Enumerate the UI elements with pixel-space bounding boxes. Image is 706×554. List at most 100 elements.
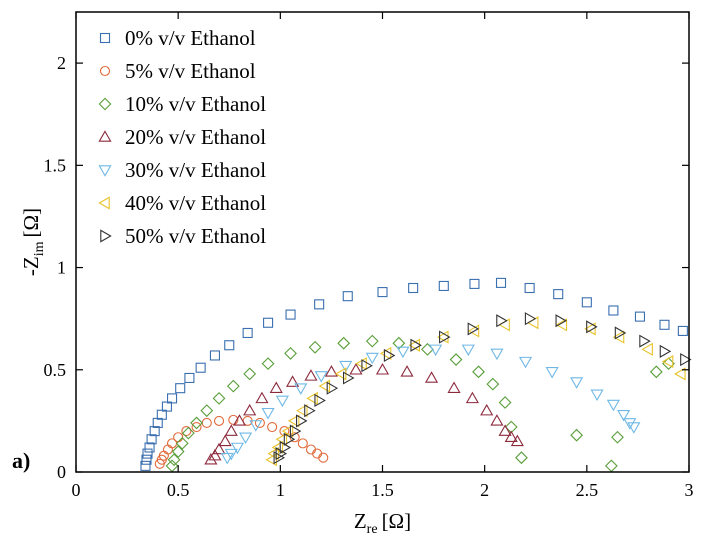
data-point xyxy=(555,318,568,332)
data-point xyxy=(167,453,181,467)
y-tick-label: 0.5 xyxy=(44,360,67,380)
data-point xyxy=(173,432,184,443)
x-axis-label-subscript: re xyxy=(367,522,378,537)
data-point xyxy=(213,415,225,426)
legend-label: 5% v/v Ethanol xyxy=(125,59,256,83)
data-point xyxy=(590,389,604,402)
data-point xyxy=(677,325,688,336)
data-point xyxy=(171,445,185,458)
data-point xyxy=(261,357,275,371)
data-point xyxy=(498,318,510,332)
x-tick-label: 1 xyxy=(276,480,285,500)
data-point xyxy=(570,428,584,442)
data-point xyxy=(545,367,559,379)
data-point xyxy=(314,299,325,310)
data-point xyxy=(495,277,507,288)
data-point xyxy=(224,448,238,461)
data-point xyxy=(275,447,288,461)
data-point xyxy=(490,348,504,361)
data-point xyxy=(141,454,152,465)
legend-marker xyxy=(99,65,111,77)
data-point xyxy=(230,442,244,455)
data-point xyxy=(524,282,535,294)
y-tick-label: 0 xyxy=(57,462,66,482)
data-point xyxy=(614,326,627,340)
data-point xyxy=(639,334,651,348)
data-point xyxy=(295,414,308,428)
data-point xyxy=(297,438,308,449)
data-point xyxy=(190,416,203,430)
data-point xyxy=(165,459,179,473)
legend-label: 20% v/v Ethanol xyxy=(125,125,266,149)
data-point xyxy=(294,383,308,395)
data-point xyxy=(224,340,235,351)
data-point xyxy=(584,322,596,336)
data-point xyxy=(467,322,480,336)
data-point xyxy=(191,421,202,433)
y-axis-label-subscript: im xyxy=(32,241,47,256)
data-point xyxy=(490,414,504,426)
data-point xyxy=(375,363,390,375)
data-point xyxy=(304,369,318,381)
data-point xyxy=(281,424,294,438)
data-point xyxy=(149,426,160,437)
y-tick-label: 1 xyxy=(57,258,66,278)
data-point xyxy=(408,282,419,294)
data-point xyxy=(461,344,475,357)
data-point xyxy=(314,393,326,408)
data-point xyxy=(204,452,218,465)
data-point xyxy=(267,421,278,433)
data-point xyxy=(437,330,449,344)
data-point xyxy=(429,344,443,357)
data-point xyxy=(181,426,195,440)
legend-marker xyxy=(100,229,112,243)
y-axis-label-unit: [Ω] xyxy=(19,208,43,238)
data-point xyxy=(377,287,388,298)
data-point xyxy=(195,362,206,373)
data-point xyxy=(156,409,167,420)
legend-entry: 30% v/v Ethanol xyxy=(98,158,266,182)
data-point xyxy=(496,314,508,328)
data-point xyxy=(606,399,620,412)
data-point xyxy=(498,396,512,409)
data-point xyxy=(408,338,420,352)
y-tick-label: 2 xyxy=(57,53,66,73)
data-point xyxy=(175,436,189,450)
data-point xyxy=(271,440,284,455)
data-point xyxy=(627,422,641,434)
data-point xyxy=(515,451,528,465)
data-point xyxy=(314,371,328,383)
data-point xyxy=(142,448,153,459)
data-point xyxy=(226,379,240,393)
data-point xyxy=(296,404,308,418)
data-point xyxy=(306,391,318,405)
data-point xyxy=(424,371,439,383)
series-3 xyxy=(204,363,524,465)
data-point xyxy=(611,430,624,444)
plot-marks xyxy=(140,277,692,473)
data-point xyxy=(265,453,277,467)
panel-label: a) xyxy=(12,448,30,473)
data-point xyxy=(220,452,234,465)
data-point xyxy=(339,360,353,373)
y-axis-label: -Zim [Ω] xyxy=(19,208,47,276)
x-tick-label: 1.5 xyxy=(371,480,394,500)
legend-label: 10% v/v Ethanol xyxy=(125,92,266,116)
data-point xyxy=(659,319,670,330)
data-point xyxy=(261,407,275,420)
data-point xyxy=(269,381,283,393)
data-point xyxy=(439,330,451,344)
legend-entry: 20% v/v Ethanol xyxy=(98,125,266,149)
data-point xyxy=(212,391,226,405)
data-point xyxy=(518,356,533,369)
y-axis-label-main: -Z xyxy=(19,256,43,276)
data-point xyxy=(318,379,331,393)
data-point xyxy=(255,391,269,404)
data-point xyxy=(400,365,414,377)
legend-marker xyxy=(98,165,112,177)
data-point xyxy=(365,334,379,348)
data-point xyxy=(498,424,512,436)
data-point xyxy=(659,344,672,358)
series-0 xyxy=(140,277,688,471)
legend-label: 30% v/v Ethanol xyxy=(125,158,266,182)
